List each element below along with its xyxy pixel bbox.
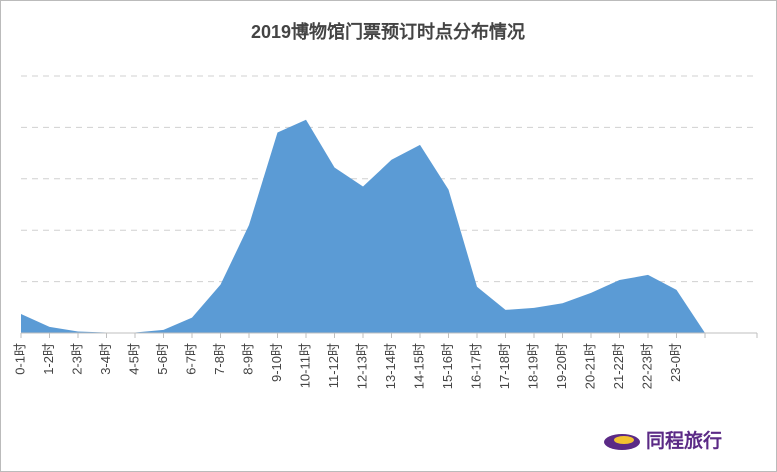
x-tick-label: 20-21时 [582, 343, 597, 389]
x-tick-label: 6-7时 [183, 343, 198, 375]
x-tick-label: 9-10时 [269, 343, 284, 382]
brand: 同程旅行 [646, 429, 722, 452]
x-tick-label: 5-6时 [155, 343, 170, 375]
x-tick-label: 12-13时 [354, 343, 369, 389]
x-tick-label: 17-18时 [497, 343, 512, 389]
area [21, 119, 705, 333]
x-tick-label: 4-5时 [126, 343, 141, 375]
x-tick-label: 23-0时 [668, 343, 683, 382]
x-tick-label: 18-19时 [525, 343, 540, 389]
x-tick-label: 3-4时 [98, 343, 113, 375]
x-tick-label: 0-1时 [12, 343, 27, 375]
x-tick-label: 16-17时 [468, 343, 483, 389]
x-tick-label: 7-8时 [212, 343, 227, 375]
x-tick-label: 22-23时 [639, 343, 654, 389]
x-tick-label: 1-2时 [41, 343, 56, 375]
x-tick-label: 2-3时 [69, 343, 84, 375]
x-tick-label: 21-22时 [611, 343, 626, 389]
logo: 同程旅行 [604, 429, 722, 452]
x-tick-label: 19-20时 [554, 343, 569, 389]
x-tick-label: 14-15时 [411, 343, 426, 389]
x-tick-label: 15-16时 [440, 343, 455, 389]
x-tick-label: 11-12时 [326, 343, 341, 388]
x-tick-label: 10-11时 [297, 343, 312, 388]
x-tick-label: 13-14时 [383, 343, 398, 389]
chart-title: 2019博物馆门票预订时点分布情况 [251, 21, 525, 42]
x-tick-label: 8-9时 [240, 343, 255, 375]
